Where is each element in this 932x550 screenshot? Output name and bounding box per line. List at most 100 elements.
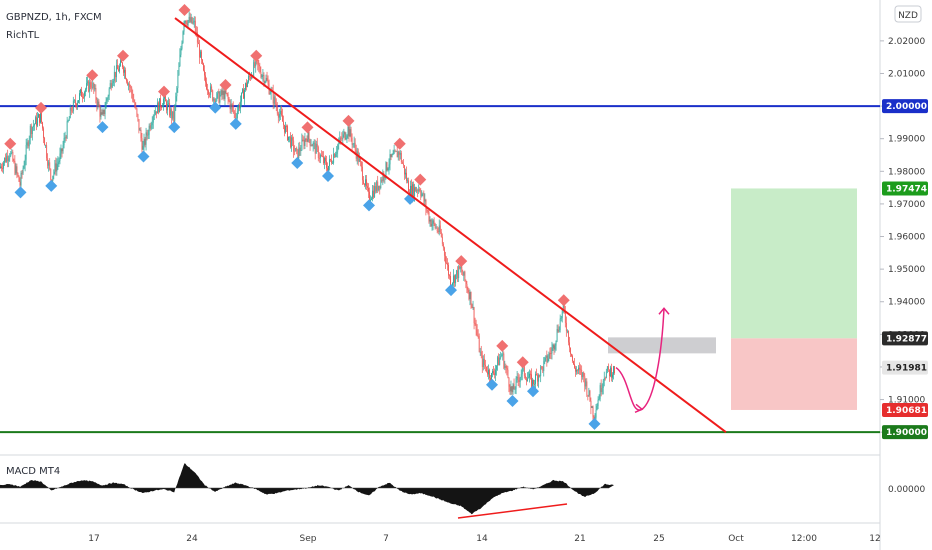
- candle-body: [388, 168, 389, 170]
- candle-body: [554, 345, 555, 350]
- candle-body: [109, 89, 110, 97]
- candle-body: [24, 166, 25, 169]
- candle-body: [540, 367, 541, 377]
- candle-body: [310, 139, 311, 145]
- candle-body: [284, 125, 285, 133]
- candle-body: [427, 209, 428, 211]
- candle-body: [206, 82, 207, 89]
- candle-body: [139, 119, 140, 130]
- candle-body: [348, 127, 349, 136]
- swing-low-marker-icon: [445, 284, 457, 296]
- candle-body: [278, 113, 279, 117]
- candle-body: [349, 127, 350, 137]
- candle-body: [261, 72, 262, 77]
- candle-body: [300, 150, 301, 151]
- candle-body: [32, 127, 33, 134]
- candle-body: [607, 366, 608, 371]
- candle-body: [516, 378, 517, 389]
- price-tag-label: 1.91981: [886, 364, 927, 374]
- candle-body: [438, 231, 439, 232]
- candle-body: [83, 97, 84, 98]
- symbol-legend: GBPNZD, 1h, FXCM: [6, 12, 102, 23]
- candle-body: [473, 307, 474, 308]
- candle-body: [304, 140, 305, 146]
- candle-body: [167, 104, 168, 110]
- candle-body: [335, 154, 336, 157]
- candle-body: [572, 356, 573, 361]
- candle-body: [592, 406, 593, 408]
- candle-body: [508, 370, 509, 378]
- candle-body: [432, 224, 433, 226]
- candle-body: [462, 272, 463, 275]
- candle-body: [439, 226, 440, 233]
- candle-body: [162, 106, 163, 107]
- swing-high-marker-icon: [455, 255, 467, 267]
- candle-body: [461, 267, 462, 273]
- candle-body: [514, 384, 515, 389]
- candle-body: [165, 96, 166, 102]
- candle-body: [244, 90, 245, 99]
- candle-body: [4, 158, 5, 163]
- stop-zone[interactable]: [731, 338, 857, 410]
- candle-body: [25, 160, 26, 166]
- candle-body: [422, 193, 423, 194]
- time-tick-label: 24: [186, 534, 198, 544]
- candle-body: [173, 111, 174, 121]
- candle-body: [552, 348, 553, 353]
- candle-body: [505, 366, 506, 368]
- candle-body: [231, 104, 232, 109]
- candle-body: [350, 129, 351, 136]
- candle-body: [2, 168, 3, 169]
- target-zone[interactable]: [731, 188, 857, 338]
- candle-body: [478, 336, 479, 337]
- candle-body: [555, 346, 556, 350]
- candle-body: [172, 111, 173, 118]
- time-tick-label: 12: [869, 534, 880, 544]
- candle-body: [111, 83, 112, 87]
- candle-body: [89, 82, 90, 91]
- candle-body: [565, 311, 566, 323]
- currency-badge[interactable]: NZD: [895, 6, 921, 22]
- candle-body: [227, 93, 228, 94]
- candle-body: [106, 101, 107, 109]
- candle-body: [12, 152, 13, 161]
- candle-body: [179, 66, 180, 75]
- candle-body: [302, 140, 303, 151]
- candle-body: [235, 113, 236, 119]
- candle-body: [10, 153, 11, 156]
- candle-body: [229, 99, 230, 101]
- candle-body: [151, 125, 152, 129]
- candle-body: [1, 167, 2, 169]
- candle-body: [386, 162, 387, 176]
- projection-arrow[interactable]: [616, 308, 664, 410]
- candle-body: [337, 145, 338, 152]
- candle-body: [469, 292, 470, 299]
- candle-body: [474, 307, 475, 323]
- candle-body: [329, 159, 330, 166]
- candle-body: [58, 162, 59, 164]
- candle-body: [216, 93, 217, 100]
- candle-body: [268, 81, 269, 84]
- candle-body: [99, 102, 100, 107]
- candle-body: [404, 165, 405, 174]
- candle-body: [322, 156, 323, 157]
- descending-trendline[interactable]: [175, 18, 726, 432]
- candle-body: [128, 84, 129, 85]
- candle-body: [324, 158, 325, 163]
- swing-low-marker-icon: [230, 118, 242, 130]
- candle-body: [589, 391, 590, 396]
- candle-body: [281, 111, 282, 115]
- candle-body: [131, 88, 132, 94]
- candle-body: [390, 154, 391, 164]
- candle-body: [22, 173, 23, 174]
- candle-body: [318, 147, 319, 158]
- candle-body: [407, 180, 408, 181]
- candle-body: [549, 353, 550, 358]
- candle-body: [566, 323, 567, 331]
- candle-body: [65, 137, 66, 138]
- candle-body: [365, 179, 366, 185]
- candle-body: [496, 366, 497, 370]
- candle-body: [18, 173, 19, 176]
- candle-body: [91, 87, 92, 88]
